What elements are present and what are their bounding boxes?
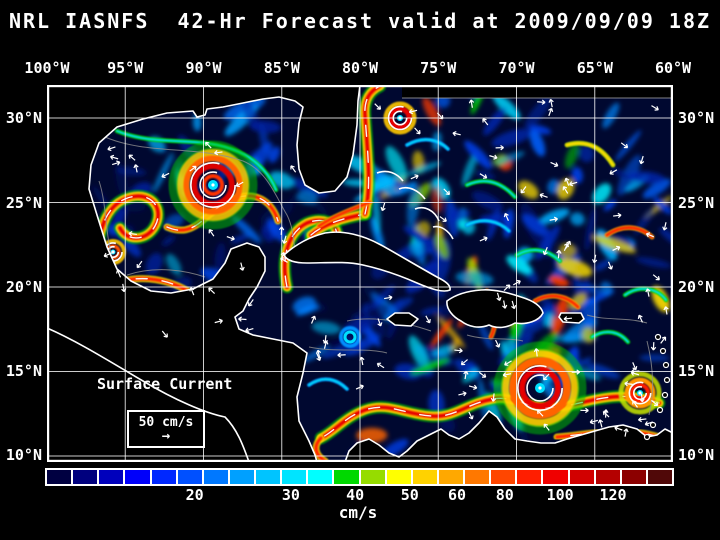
colorbar-segment xyxy=(47,470,72,484)
colorbar-segment xyxy=(491,470,516,484)
colorbar-tick-label: 20 xyxy=(185,486,204,504)
colorbar-segment xyxy=(99,470,124,484)
colorbar-tick-label: 100 xyxy=(546,486,574,504)
lon-label: 60°W xyxy=(654,59,692,77)
colorbar-segment xyxy=(621,470,646,484)
lon-label: 75°W xyxy=(420,59,457,77)
lon-label: 95°W xyxy=(107,59,144,77)
lon-label: 85°W xyxy=(263,59,300,77)
colorbar-segment xyxy=(543,470,568,484)
colorbar-segment xyxy=(595,470,620,484)
current-map xyxy=(47,85,673,462)
lon-label: 80°W xyxy=(341,59,379,77)
current-arrows xyxy=(103,98,669,437)
colorbar-tick-label: 50 xyxy=(400,486,419,504)
lon-label: 70°W xyxy=(498,59,535,77)
colorbar-segment xyxy=(308,470,333,484)
lat-label: 25°N xyxy=(678,194,715,212)
colorbar-segment xyxy=(569,470,594,484)
lat-label: 30°N xyxy=(5,109,42,127)
coastlines xyxy=(47,170,454,462)
colorbar-segment xyxy=(73,470,98,484)
colorbar-segment xyxy=(334,470,359,484)
map-layers xyxy=(47,85,673,462)
colorbar-tick-label: 40 xyxy=(346,486,365,504)
lat-label: 25°N xyxy=(5,194,42,212)
colorbar-segment xyxy=(412,470,437,484)
colorbar-segment xyxy=(465,470,490,484)
colorbar-segment xyxy=(647,470,672,484)
lat-label: 30°N xyxy=(678,109,715,127)
lon-label: 65°W xyxy=(576,59,613,77)
colorbar-tick-label: 120 xyxy=(599,486,627,504)
bathymetry-contours xyxy=(98,136,654,416)
colorbar-segment xyxy=(256,470,281,484)
reference-vector-arrow-icon: → xyxy=(161,428,171,444)
lat-label: 15°N xyxy=(678,362,715,380)
colorbar-segment xyxy=(438,470,463,484)
colorbar-segment xyxy=(517,470,542,484)
colorbar-segment xyxy=(360,470,385,484)
lat-label: 15°N xyxy=(5,362,42,380)
map-border xyxy=(47,85,673,462)
colorbar-tick-label: 30 xyxy=(281,486,300,504)
colorbar-segment xyxy=(282,470,307,484)
lat-label: 10°N xyxy=(678,446,715,464)
colorbar-segment xyxy=(177,470,202,484)
lon-label: 90°W xyxy=(185,59,222,77)
colorbar-segment xyxy=(229,470,254,484)
lat-label: 20°N xyxy=(678,278,715,296)
colorbar xyxy=(45,468,674,486)
colorbar-units: cm/s xyxy=(338,503,378,522)
colorbar-segment xyxy=(151,470,176,484)
colorbar-segment xyxy=(386,470,411,484)
lat-label: 20°N xyxy=(5,278,42,296)
graticule xyxy=(47,85,673,462)
colorbar-tick-label: 80 xyxy=(495,486,514,504)
colorbar-segment xyxy=(203,470,228,484)
lat-label: 10°N xyxy=(5,446,42,464)
legend-title: Surface Current xyxy=(97,375,233,393)
colorbar-tick-label: 60 xyxy=(447,486,467,504)
reference-vector-box: 50 cm/s → xyxy=(127,410,205,448)
lon-label: 100°W xyxy=(24,59,70,77)
plot-title: NRL IASNFS 42-Hr Forecast valid at 2009/… xyxy=(8,9,712,33)
colorbar-segment xyxy=(125,470,150,484)
reference-vector-value: 50 cm/s xyxy=(138,415,194,430)
